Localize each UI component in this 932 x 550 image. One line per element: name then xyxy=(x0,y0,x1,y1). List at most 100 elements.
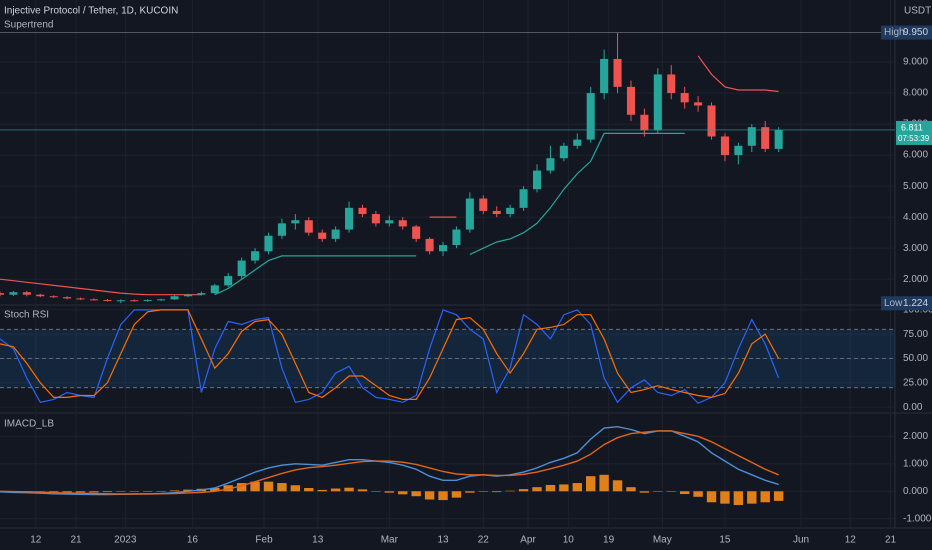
histogram-bar xyxy=(317,489,327,492)
candle-body xyxy=(412,226,421,239)
x-tick-label: 12 xyxy=(30,535,42,546)
candle-body xyxy=(479,198,488,211)
histogram-bar xyxy=(304,487,314,492)
candle-body xyxy=(331,229,340,239)
histogram-bar xyxy=(223,485,233,492)
candle-body xyxy=(506,207,515,215)
candle-body xyxy=(358,207,367,215)
x-tick-label: 13 xyxy=(312,535,324,546)
histogram-bar xyxy=(492,491,502,493)
indicator-label: Supertrend xyxy=(4,20,53,31)
candle-body xyxy=(734,145,743,156)
candle-body xyxy=(573,139,582,146)
histogram-bar xyxy=(384,491,395,493)
x-tick-label: Mar xyxy=(381,535,399,546)
labels: 12 21 2023 16 Feb 13 Mar 13 22 Apr 10 19 May 15 Jun 12 2… xyxy=(30,25,932,546)
candle-body xyxy=(304,220,313,233)
candle-body xyxy=(143,299,152,301)
histogram-bar xyxy=(545,484,556,492)
histogram-bar xyxy=(760,491,770,503)
candle-body xyxy=(264,235,273,252)
currency: USDT xyxy=(904,6,931,17)
macd-line xyxy=(0,430,779,495)
candle-body xyxy=(291,220,300,224)
candle-body xyxy=(613,58,622,87)
y-tick-label: 0.00 xyxy=(903,402,923,413)
candle-body xyxy=(626,86,636,115)
histogram-bar xyxy=(277,483,287,492)
x-tick-label: 15 xyxy=(719,535,731,546)
candle-body xyxy=(36,294,45,297)
high-value: 9.950 xyxy=(903,27,928,38)
histogram-bar xyxy=(639,491,650,493)
x-tick-label: 19 xyxy=(603,535,615,546)
candle-body xyxy=(761,127,770,149)
histogram-bar xyxy=(679,491,690,495)
candle-body xyxy=(237,260,246,277)
histogram-bar xyxy=(505,490,515,492)
candle-body xyxy=(438,245,448,252)
histogram-bar xyxy=(210,487,220,492)
x-tick-label: 21 xyxy=(71,535,83,546)
histogram-bar xyxy=(371,491,381,492)
candle-body xyxy=(519,189,528,208)
histogram-bar xyxy=(626,487,636,492)
histogram-bar xyxy=(666,491,676,492)
candle-body xyxy=(116,300,125,302)
histogram-bar xyxy=(357,489,368,492)
histogram-bar xyxy=(89,491,99,493)
histogram-bar xyxy=(102,491,113,493)
low-label: Low xyxy=(884,298,903,309)
x-tick-label: May xyxy=(653,535,672,546)
candle-body xyxy=(747,127,756,146)
candle-body xyxy=(559,145,568,159)
x-tick-label: Apr xyxy=(520,535,536,546)
histogram-bar xyxy=(720,491,730,504)
candle-body xyxy=(103,299,112,301)
supertrend-up xyxy=(214,132,685,296)
histogram-bar xyxy=(411,491,421,497)
stoch-line xyxy=(0,309,780,404)
histogram-bar xyxy=(518,489,529,492)
candle-body xyxy=(425,238,434,252)
last-price-box xyxy=(896,120,932,145)
histogram-bar xyxy=(465,491,475,493)
histogram-bar xyxy=(478,491,488,492)
histogram-bar xyxy=(747,491,757,504)
x-tick-label: 13 xyxy=(437,535,449,546)
histogram-bar xyxy=(250,481,260,492)
y-tick-label: 50.00 xyxy=(903,353,928,364)
histogram-bar xyxy=(599,474,609,492)
stoch-line xyxy=(0,309,780,400)
candle-body xyxy=(452,229,461,246)
countdown: 07:53:39 xyxy=(898,134,930,143)
candle-body xyxy=(398,220,407,227)
low-box xyxy=(881,296,932,311)
histogram-bar xyxy=(532,487,542,492)
histogram-bar xyxy=(586,476,596,492)
candle-body xyxy=(251,251,260,261)
x-tick-label: 2023 xyxy=(114,535,137,546)
histogram-bar xyxy=(733,491,744,506)
low-value: 1.224 xyxy=(903,298,928,309)
y-tick-label: 1.000 xyxy=(903,458,928,469)
y-tick-label: 2.000 xyxy=(903,431,928,442)
histogram-bar xyxy=(290,485,301,492)
candle-body xyxy=(224,276,233,286)
candle-body xyxy=(345,207,354,230)
candle-body xyxy=(774,129,783,149)
y-tick-label: 2.000 xyxy=(903,274,928,285)
histogram-bar xyxy=(572,483,582,492)
candle-body xyxy=(49,296,58,298)
candle-body xyxy=(183,294,192,297)
x-tick-label: 10 xyxy=(563,535,575,546)
candle-body xyxy=(532,170,542,190)
histogram-bar xyxy=(129,491,139,492)
marks xyxy=(0,32,895,506)
candle-body xyxy=(707,105,716,137)
candle-body xyxy=(667,74,676,94)
candle-body xyxy=(0,293,5,295)
y-tick-label: 8.000 xyxy=(903,88,928,99)
histogram-bar xyxy=(706,491,717,503)
